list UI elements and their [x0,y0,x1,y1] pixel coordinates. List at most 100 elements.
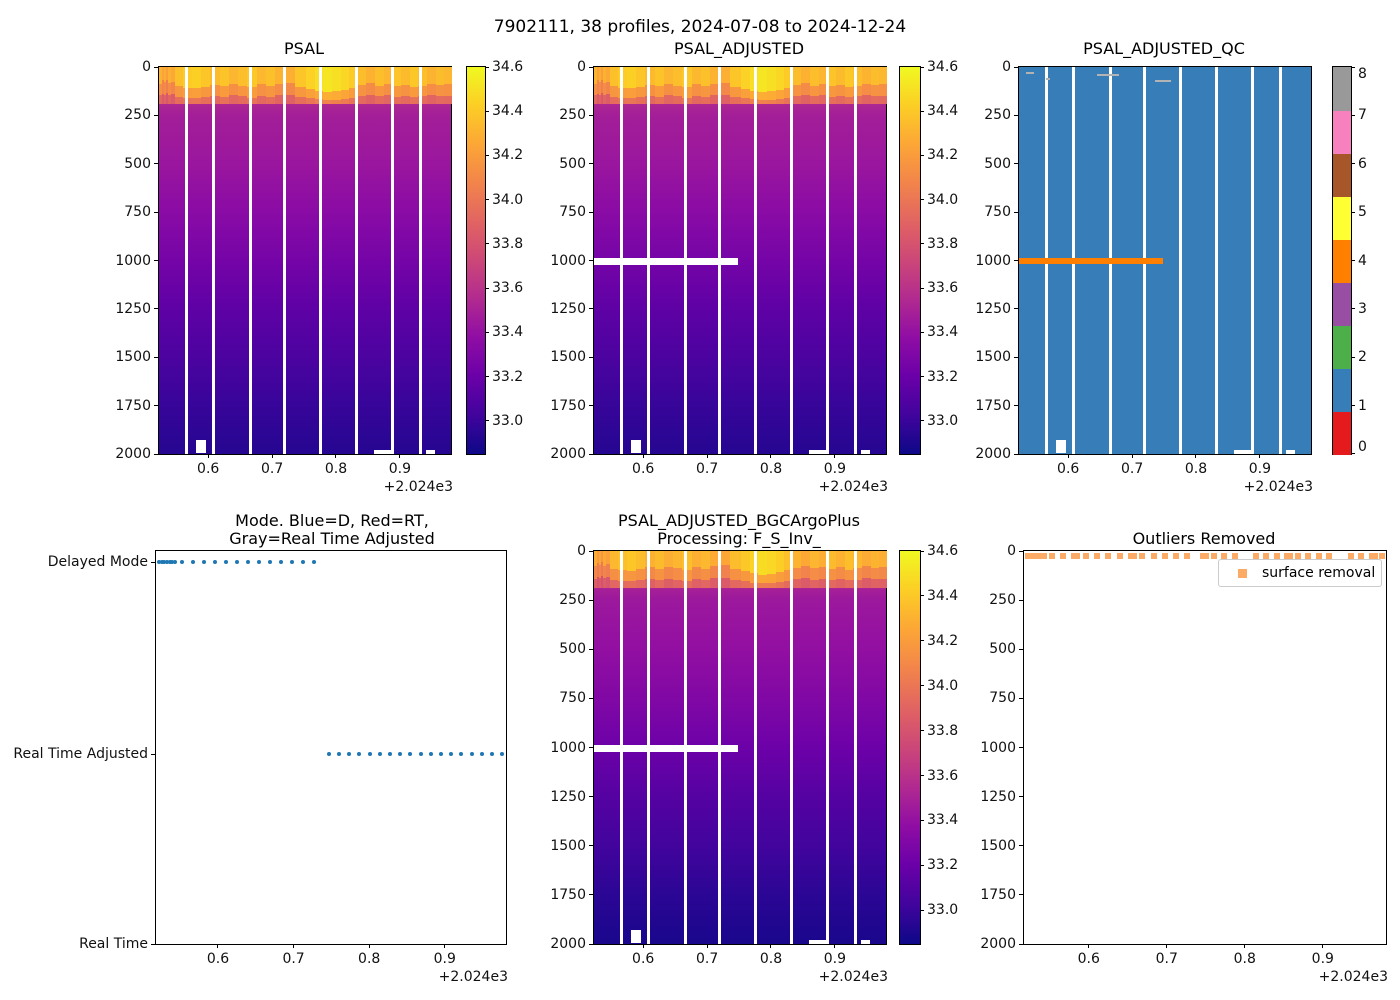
heatmap-profile-surface [758,67,768,92]
panel-psal-adjusted-qc: 0.6 0.7 0.8 0.9 +2.024e3 0 250 500 750 1000 1250 15… [975,59,1313,495]
heatmap-profile-surface [741,551,751,572]
heatmap-profile-subsurface [758,92,768,100]
heatmap-profile-subsurface [284,82,296,95]
heatmap-profile-surface [818,67,828,84]
outlier-marker [1082,552,1089,559]
heatmap-profile-subsurface [409,87,419,98]
y-tick-label: 1250 [980,788,1016,805]
heatmap-profile-halocline [827,96,837,104]
bottom-missing-data-mask [1233,449,1251,454]
heatmap-profile-surface [654,551,665,570]
outlier-marker [1368,552,1375,559]
x-axis-offset-label: +2.024e3 [818,969,888,985]
mode-dot [164,560,169,564]
outlier-marker [1252,552,1259,559]
colorbar-tick-mark [920,640,924,642]
colorbar-tick-label: 34.6 [492,59,524,75]
heatmap-profile-halocline [383,95,393,104]
x-axis-offset-label: +2.024e3 [818,479,888,495]
heatmap-profile-subsurface [201,86,211,97]
y-tick-label: 1750 [115,397,151,414]
y-tick-label: 1500 [115,349,151,366]
y-tick-label: 1250 [550,788,586,805]
outlier-marker [1358,552,1365,559]
colorbar-tick-mark [1351,405,1355,407]
colorbar-tick-label: 33.4 [927,324,959,341]
heatmap-profile-surface [392,67,402,87]
profile-gap-line [282,67,286,454]
heatmap-profile-halocline [861,578,872,589]
colorbar-tick-label: 34.6 [927,59,959,75]
panel-bgc-title: PSAL_ADJUSTED_BGCArgoPlus Processing: F_… [618,512,860,548]
x-tick-mark [271,454,273,458]
x-tick-label: 0.9 [433,951,456,967]
mode-dot [428,752,433,756]
heatmap-profile-halocline [601,93,605,104]
y-tick-label: 1500 [550,837,586,854]
profile-gap-line [753,67,757,454]
profile-gap-line [825,67,829,454]
heatmap-profile-subsurface [691,84,702,96]
heatmap-profile-surface [870,67,880,86]
panel-outliers-title: Outliers Removed [1132,529,1276,548]
heatmap-profile-surface [682,551,693,570]
outlier-marker [1116,552,1123,559]
profile-gap-line [854,67,858,454]
outlier-marker [1049,552,1056,559]
colorbar-tick-mark [920,420,924,422]
heatmap-profile-surface [827,67,837,87]
x-tick-label: 0.7 [1155,951,1178,967]
colorbar-psal-adjusted: 34.6 34.4 34.2 34.0 33.8 33.6 33.4 33.2 33.0 [899,59,958,455]
outlier-marker [1071,552,1078,559]
heatmap-profile-halocline [401,96,411,104]
heatmap-profile-surface [409,67,419,88]
heatmap-profile-subsurface [366,83,376,95]
heatmap-profile-halocline [766,99,777,104]
x-tick-label: 0.8 [324,461,348,477]
x-tick-label: 0.8 [759,461,783,477]
heatmap-profile-halocline [609,579,619,589]
profile-gap-line [1178,67,1182,454]
y-tick-label: 1250 [550,300,586,317]
heatmap-profile-surface [166,67,170,80]
panel-psal-adjusted: 0.6 0.7 0.8 0.9 +2.024e3 0 250 500 750 1000 1250 15… [550,59,888,495]
heatmap-profile-halocline [879,578,887,589]
colorbar-tick-mark [920,287,924,289]
y-tick-mark [1019,943,1024,945]
heatmap-profile-halocline [879,95,887,104]
mode-dot [180,560,185,564]
heatmap-profile-halocline [238,96,248,104]
heatmap-profile-surface [605,551,611,565]
heatmap-profile-halocline [594,578,598,589]
outlier-marker [1347,552,1354,559]
heatmap-profile-subsurface [168,83,172,96]
profile-gap-line [1279,67,1283,454]
y-tick-mark [154,308,159,310]
x-tick-label: 0.7 [1120,461,1144,477]
heatmap-profile-halocline [801,578,811,589]
bottom-missing-data-mask [426,449,436,454]
x-tick-label: 0.6 [1077,951,1100,967]
heatmap-profile-halocline [730,580,742,589]
x-tick-mark [834,454,836,458]
heatmap-profile-subsurface [401,84,411,97]
heatmap-profile-surface [636,551,646,570]
outlier-marker [1221,552,1228,559]
heatmap-profile-halocline [219,97,230,104]
mode-dot [326,752,331,756]
colorbar-qc-segment [1333,282,1351,326]
mode-dot [256,560,261,564]
colorbar-tick-mark [1351,67,1355,68]
heatmap-profile-surface [265,67,276,86]
heatmap-profile-halocline [170,93,176,104]
heatmap-profile-surface [775,551,785,573]
heatmap-profile-subsurface [598,82,602,95]
heatmap-profile-subsurface [792,85,803,96]
heatmap-profile-halocline [741,581,751,589]
heatmap-profile-subsurface [418,85,428,97]
heatmap-profile-subsurface [238,85,248,97]
heatmap-profile-subsurface [596,80,600,94]
heatmap-profile-subsurface [228,84,239,96]
y-tick-mark [1014,66,1019,68]
heatmap-profile-subsurface [603,83,607,96]
